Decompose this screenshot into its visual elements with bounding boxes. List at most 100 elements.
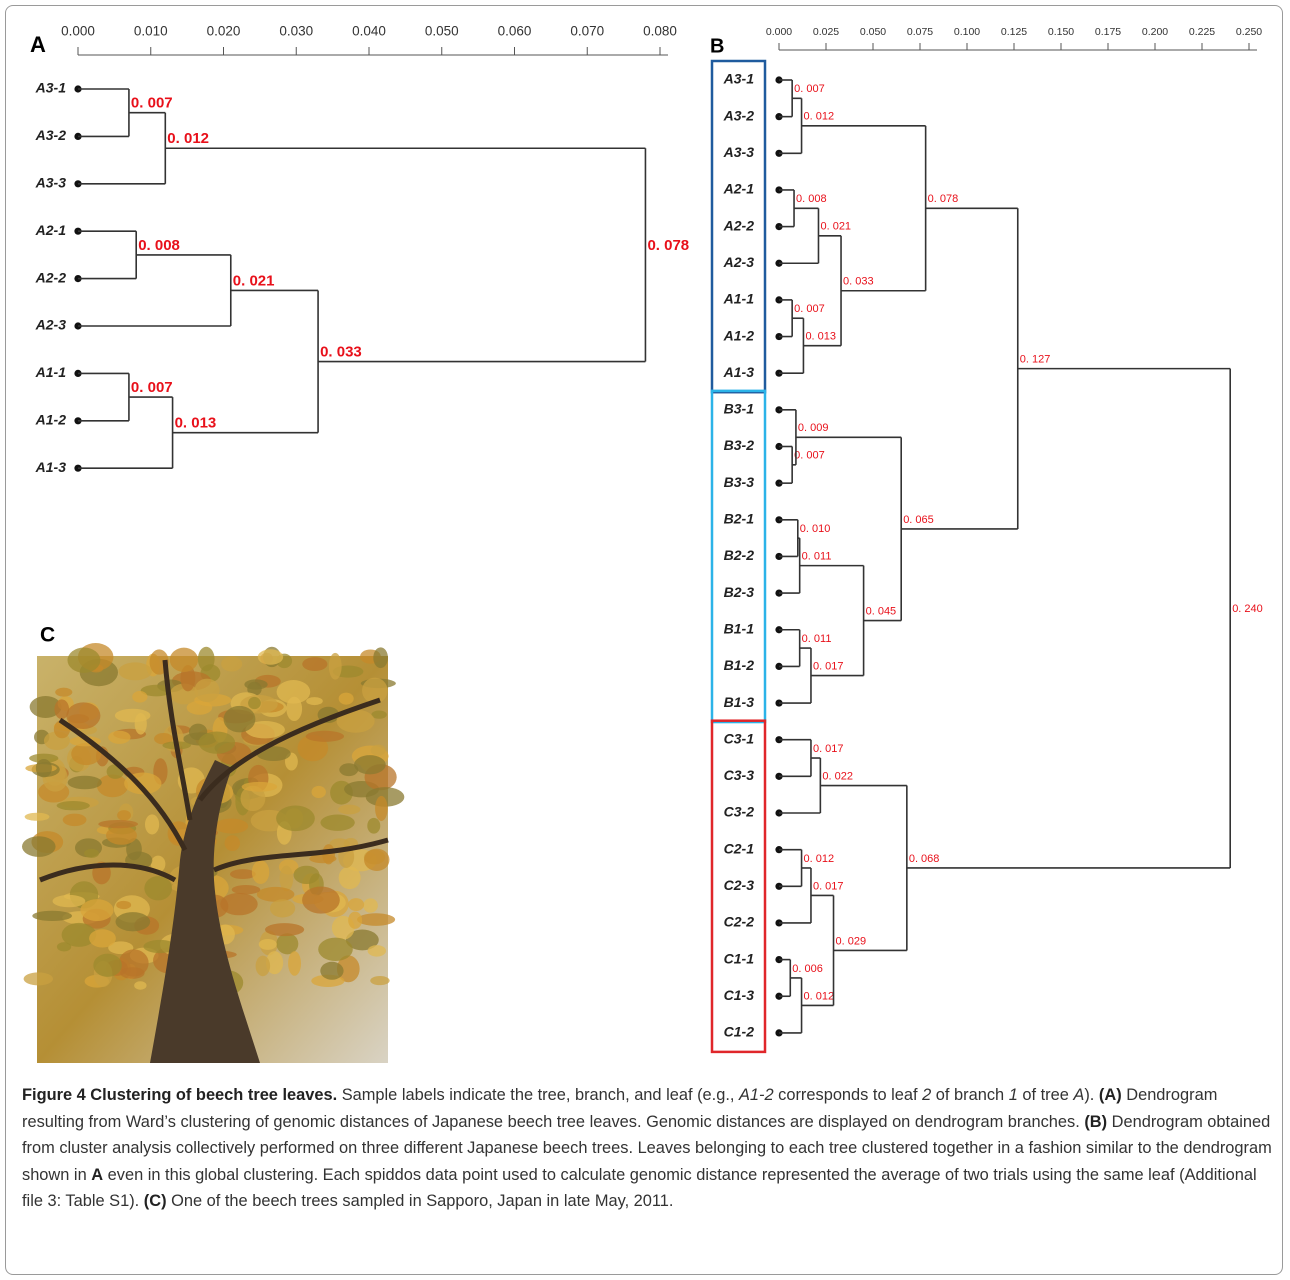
caption-run: 2 bbox=[922, 1086, 931, 1104]
foliage-blob bbox=[354, 755, 386, 774]
node-label: 0. 240 bbox=[1232, 603, 1263, 615]
node-label: 0. 012 bbox=[804, 990, 835, 1002]
foliage-blob bbox=[120, 967, 144, 979]
foliage-blob bbox=[132, 691, 147, 703]
foliage-blob bbox=[170, 648, 198, 672]
foliage-blob bbox=[302, 657, 327, 671]
leaf-label: A1-2 bbox=[35, 412, 67, 428]
caption-run: of tree bbox=[1018, 1086, 1074, 1104]
node-label: 0. 021 bbox=[233, 272, 275, 289]
x-tick-label: 0.030 bbox=[279, 24, 313, 39]
node-label: 0. 007 bbox=[794, 450, 825, 462]
foliage-blob bbox=[357, 913, 395, 926]
foliage-blob bbox=[338, 805, 360, 815]
leaf-label: B1-1 bbox=[724, 620, 755, 636]
caption-run: A1-2 bbox=[739, 1086, 774, 1104]
node-label: 0. 021 bbox=[820, 221, 851, 233]
leaf-label: B1-3 bbox=[724, 694, 755, 710]
node-label: 0. 127 bbox=[1020, 354, 1051, 366]
foliage-blob bbox=[257, 887, 295, 902]
foliage-blob bbox=[22, 836, 56, 857]
foliage-blob bbox=[339, 866, 361, 889]
x-tick-label: 0.050 bbox=[860, 26, 886, 38]
leaf-label: A2-3 bbox=[35, 317, 67, 333]
node-label: 0. 010 bbox=[800, 523, 831, 535]
leaf-label: A1-2 bbox=[723, 327, 755, 343]
foliage-blob bbox=[302, 886, 340, 913]
leaf-label: A3-3 bbox=[723, 144, 755, 160]
node-label: 0. 017 bbox=[813, 743, 844, 755]
leaf-label: C3-3 bbox=[724, 767, 755, 783]
leaf-label: C2-3 bbox=[724, 877, 755, 893]
node-label: 0. 007 bbox=[131, 95, 173, 112]
foliage-blob bbox=[259, 939, 277, 950]
foliage-blob bbox=[248, 697, 261, 709]
caption-run: (A) bbox=[1099, 1086, 1122, 1104]
foliage-blob bbox=[106, 826, 137, 845]
node-label: 0. 029 bbox=[836, 935, 867, 947]
x-tick-label: 0.040 bbox=[352, 24, 386, 39]
leaf-label: C1-2 bbox=[724, 1024, 755, 1040]
x-tick-label: 0.000 bbox=[61, 24, 95, 39]
leaf-label: C2-1 bbox=[724, 840, 755, 856]
x-tick-label: 0.010 bbox=[134, 24, 168, 39]
node-label: 0. 013 bbox=[805, 331, 836, 343]
x-tick-label: 0.025 bbox=[813, 26, 839, 38]
foliage-blob bbox=[318, 938, 353, 961]
leaf-label: A3-2 bbox=[35, 127, 67, 143]
leaf-label: B2-2 bbox=[724, 547, 755, 563]
node-label: 0. 022 bbox=[822, 770, 853, 782]
foliage-blob bbox=[80, 899, 113, 921]
caption-run: (B) bbox=[1084, 1113, 1107, 1131]
leaf-label: B1-2 bbox=[724, 657, 755, 673]
foliage-blob bbox=[225, 835, 240, 851]
x-tick-label: 0.150 bbox=[1048, 26, 1074, 38]
foliage-blob bbox=[89, 929, 116, 947]
leaf-label: C1-1 bbox=[724, 950, 755, 966]
node-label: 0. 012 bbox=[167, 130, 209, 147]
x-tick-label: 0.125 bbox=[1001, 26, 1027, 38]
node-label: 0. 012 bbox=[804, 111, 835, 123]
leaf-label: B3-3 bbox=[724, 474, 755, 490]
leaf-label: B3-1 bbox=[724, 401, 755, 417]
foliage-blob bbox=[320, 962, 343, 980]
foliage-blob bbox=[370, 976, 389, 985]
x-tick-label: 0.070 bbox=[570, 24, 604, 39]
caption-run: corresponds to leaf bbox=[774, 1086, 923, 1104]
foliage-blob bbox=[24, 972, 53, 985]
foliage-blob bbox=[221, 656, 242, 671]
foliage-blob bbox=[93, 954, 122, 977]
leaf-label: A2-2 bbox=[35, 269, 67, 285]
foliage-blob bbox=[220, 893, 257, 915]
caption-run: 1 bbox=[1009, 1086, 1018, 1104]
panel-label: B bbox=[710, 35, 724, 57]
node-label: 0. 078 bbox=[928, 193, 959, 205]
x-tick-label: 0.020 bbox=[207, 24, 241, 39]
caption-run: Figure 4 Clustering of beech tree leaves… bbox=[22, 1086, 337, 1104]
foliage-blob bbox=[98, 820, 138, 828]
foliage-blob bbox=[63, 814, 87, 826]
x-tick-label: 0.175 bbox=[1095, 26, 1121, 38]
leaf-label: A1-3 bbox=[35, 459, 67, 475]
foliage-blob bbox=[312, 786, 326, 798]
node-label: 0. 007 bbox=[794, 303, 825, 315]
foliage-blob bbox=[55, 688, 72, 697]
foliage-blob bbox=[117, 810, 131, 820]
node-label: 0. 013 bbox=[175, 415, 217, 432]
leaf-label: A3-1 bbox=[35, 80, 67, 96]
panel-label: C bbox=[40, 624, 55, 647]
leaf-label: A2-1 bbox=[723, 181, 755, 197]
foliage-blob bbox=[115, 709, 151, 723]
foliage-blob bbox=[306, 731, 344, 742]
leaf-label: A3-3 bbox=[35, 175, 67, 191]
leaf-label: A2-3 bbox=[723, 254, 755, 270]
node-label: 0. 033 bbox=[843, 276, 874, 288]
foliage-blob bbox=[198, 732, 235, 754]
x-tick-label: 0.050 bbox=[425, 24, 459, 39]
node-label: 0. 078 bbox=[647, 237, 689, 254]
foliage-blob bbox=[232, 885, 260, 894]
foliage-blob bbox=[375, 796, 388, 821]
foliage-blob bbox=[329, 653, 342, 680]
foliage-blob bbox=[258, 649, 283, 664]
caption-run: of branch bbox=[931, 1086, 1008, 1104]
